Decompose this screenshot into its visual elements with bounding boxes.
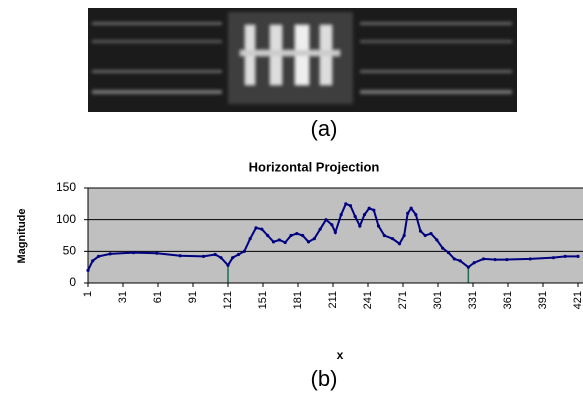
data-point [219,256,222,259]
data-point [363,213,366,216]
data-point [266,234,269,237]
x-tick-label: 121 [222,291,234,309]
data-point [243,250,246,253]
data-point [482,257,485,260]
panel-label: (b) [311,366,338,391]
data-point [529,257,532,260]
data-point [301,234,304,237]
data-point [278,238,281,241]
y-tick-label: 0 [69,275,76,289]
data-point [272,240,275,243]
data-point [155,252,158,255]
data-point [237,253,240,256]
x-axis-label: x [337,348,344,362]
data-point [249,237,252,240]
x-tick-label: 31 [117,291,129,303]
data-point [403,234,406,237]
data-point [505,258,508,261]
data-point [319,228,322,231]
x-tick-label: 1 [82,291,94,297]
x-tick-label: 61 [152,291,164,303]
data-point [334,231,337,234]
data-point [324,218,327,221]
data-point [377,224,380,227]
y-tick-label: 50 [63,244,77,258]
data-point [340,213,343,216]
data-point [564,255,567,258]
data-point [354,215,357,218]
data-point [358,224,361,227]
x-tick-label: 391 [537,291,549,309]
data-point [295,232,298,235]
data-point [284,241,287,244]
plot-area [88,188,583,283]
data-point [398,242,401,245]
data-point [414,213,417,216]
figure: (a) Horizontal Projection Magnitude x (b… [0,0,583,401]
data-point [494,258,497,261]
data-point [576,255,579,258]
data-point [429,232,432,235]
x-tick-label: 271 [397,291,409,309]
data-point [435,238,438,241]
data-point [441,247,444,250]
data-point [473,261,476,264]
data-point [349,204,352,207]
data-point [383,234,386,237]
data-point [459,259,462,262]
data-point [214,253,217,256]
x-tick-label: 151 [257,291,269,309]
x-tick-label: 301 [432,291,444,309]
chart-title: Horizontal Projection [249,159,380,174]
data-point [289,234,292,237]
data-point [231,256,234,259]
data-point [86,269,89,272]
x-tick-label: 211 [327,291,339,309]
data-point [419,229,422,232]
photo [88,8,517,112]
data-point [391,237,394,240]
x-tick-label: 241 [362,291,374,309]
data-point [368,207,371,210]
data-point [109,252,112,255]
data-point [307,240,310,243]
panel-label: (a) [311,116,338,141]
data-point [552,256,555,259]
x-tick-label: 361 [502,291,514,309]
data-point [453,257,456,260]
data-point [410,207,413,210]
data-point [132,251,135,254]
y-tick-label: 100 [56,212,76,226]
y-axis-label: Magnitude [16,209,28,264]
data-point [202,255,205,258]
data-point [254,226,257,229]
x-tick-label: 331 [467,291,479,309]
x-tick-label: 181 [292,291,304,309]
data-point [372,209,375,212]
data-point [91,259,94,262]
data-point [344,202,347,205]
data-point [97,255,100,258]
data-point [406,212,409,215]
data-point [226,264,229,267]
x-tick-label: 91 [187,291,199,303]
y-tick-label: 150 [56,180,76,194]
data-point [467,266,470,269]
data-point [313,237,316,240]
data-point [424,234,427,237]
data-point [260,228,263,231]
data-point [330,223,333,226]
data-point [179,254,182,257]
data-point [447,251,450,254]
x-tick-label: 421 [572,291,583,309]
